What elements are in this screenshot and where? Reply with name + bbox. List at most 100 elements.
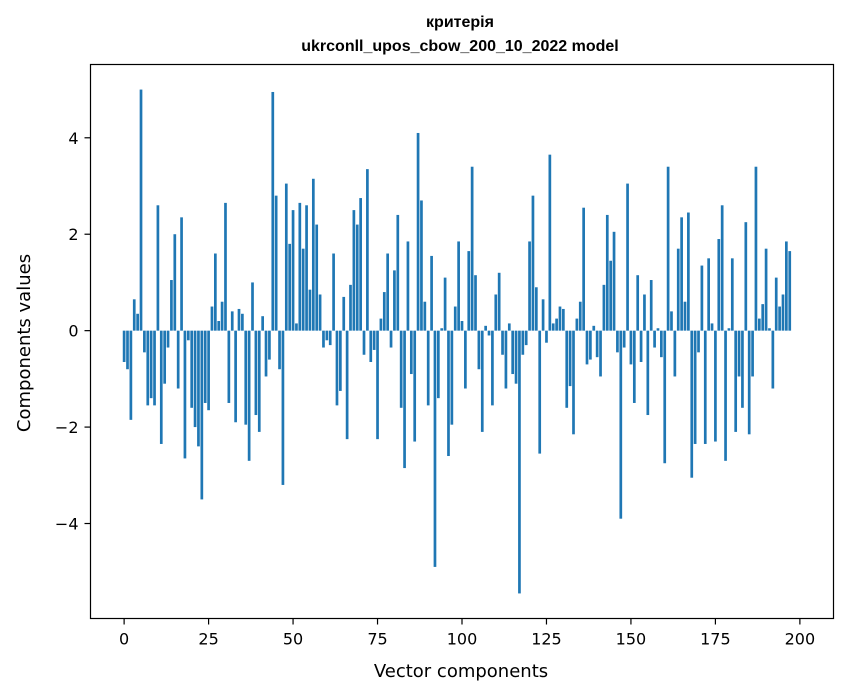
bar [687, 212, 690, 331]
bar [629, 330, 633, 365]
bar [399, 330, 403, 408]
bar [528, 241, 531, 331]
bar [670, 311, 673, 331]
y-axis-label: Components values [14, 254, 35, 432]
bar [707, 258, 710, 331]
bar [474, 275, 477, 331]
bar [210, 306, 214, 331]
bar [200, 330, 204, 500]
y-tick-label: 4 [68, 129, 78, 148]
bar [379, 318, 383, 331]
bar [602, 284, 606, 331]
bar [426, 330, 430, 406]
bar [193, 330, 197, 428]
bar [173, 234, 177, 331]
bar [288, 243, 292, 331]
bar [122, 330, 126, 362]
bar [220, 301, 224, 331]
bar [136, 313, 139, 331]
bar [697, 330, 700, 353]
bar [129, 330, 133, 420]
bar [332, 253, 335, 331]
x-tick-label: 200 [785, 630, 816, 649]
bar [149, 330, 153, 399]
bar [349, 284, 352, 331]
bar [747, 330, 751, 435]
bar [355, 224, 359, 331]
bar [518, 330, 521, 594]
bar [524, 330, 528, 346]
bar [186, 330, 190, 341]
bar [568, 330, 572, 387]
bar [727, 328, 731, 331]
bar [393, 270, 396, 331]
bar [703, 330, 707, 444]
x-tick-label: 100 [447, 630, 478, 649]
bar [504, 330, 508, 389]
x-tick-label: 50 [283, 630, 303, 649]
bar [683, 301, 687, 331]
bar [666, 166, 670, 331]
bar [163, 330, 167, 384]
bar [565, 330, 569, 408]
bar [295, 323, 298, 331]
x-tick-label: 150 [616, 630, 647, 649]
bar [578, 301, 582, 331]
plot-frame [89, 63, 835, 620]
bar [599, 330, 602, 377]
bar [619, 330, 623, 519]
bar [403, 330, 406, 469]
bar [366, 169, 369, 331]
bar [396, 214, 400, 331]
bar [409, 330, 413, 375]
bar [335, 330, 339, 406]
bar [558, 306, 562, 331]
bar [555, 318, 558, 331]
bar [345, 330, 349, 440]
bar [781, 294, 785, 331]
bar [494, 294, 498, 331]
bar [291, 210, 295, 331]
bar [751, 330, 754, 377]
bar [582, 207, 585, 331]
bar [541, 299, 545, 331]
bar [318, 294, 322, 331]
bar [724, 330, 727, 461]
bar [616, 330, 619, 353]
bar [170, 280, 173, 331]
bar [153, 330, 156, 406]
x-axis-label: Vector components [374, 661, 548, 682]
bar [227, 330, 231, 403]
bar [609, 260, 613, 331]
x-tick-label: 0 [119, 630, 129, 649]
bar [639, 330, 643, 362]
bar [197, 330, 200, 447]
chart-title: критерія [426, 14, 494, 31]
bar [298, 202, 302, 331]
bar [234, 330, 237, 423]
chart-subtitle: ukrconll_upos_cbow_200_10_2022 model [301, 38, 618, 55]
bar [230, 311, 234, 331]
x-tick-label: 25 [198, 630, 218, 649]
bar [612, 231, 616, 331]
bar [352, 210, 356, 331]
bar [264, 330, 268, 377]
bar [595, 330, 599, 358]
bar [126, 330, 129, 370]
bar [166, 330, 170, 348]
bar [467, 251, 471, 331]
bar [413, 330, 417, 442]
bar [589, 330, 592, 360]
bar [501, 330, 504, 355]
x-axis-ticks: 0 25 50 75 100 125 150 175 200 [119, 618, 816, 649]
bar [551, 323, 555, 331]
bar [301, 248, 305, 331]
bar [757, 318, 761, 331]
bar [534, 287, 538, 331]
bar [690, 330, 694, 478]
bar [477, 330, 481, 370]
bar [761, 304, 765, 331]
bar [143, 330, 146, 353]
bar [305, 205, 308, 331]
